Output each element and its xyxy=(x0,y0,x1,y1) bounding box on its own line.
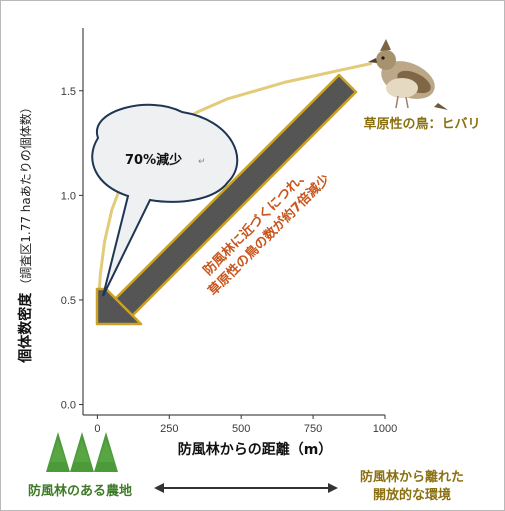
far-label-line1: 防風林から離れた xyxy=(360,469,464,485)
x-tick-label: 500 xyxy=(232,423,250,435)
y-axis-title-main: 個体数密度 xyxy=(17,292,34,364)
y-axis-title-group: 個体数密度（調査区1.77 haあたりの個体数） xyxy=(17,101,34,364)
x-axis-ticks: 0 250 500 750 1000 xyxy=(94,415,397,435)
double-arrow-icon xyxy=(154,483,338,493)
y-tick-label: 0.0 xyxy=(61,400,76,412)
speech-bubble xyxy=(91,103,239,297)
x-tick-label: 0 xyxy=(94,423,100,435)
x-axis-title: 防風林からの距離（m） xyxy=(178,441,333,458)
y-axis-title: 個体数密度（調査区1.77 haあたりの個体数） xyxy=(17,101,34,364)
tree-icon xyxy=(46,432,118,472)
bubble-text: 70%減少 xyxy=(125,152,182,168)
trend-arrow-head xyxy=(95,287,143,326)
skylark-bird-icon xyxy=(368,39,448,110)
bubble-return-mark: ↵ xyxy=(198,157,206,167)
x-tick-label: 250 xyxy=(160,423,178,435)
y-tick-label: 1.0 xyxy=(61,190,76,202)
y-axis-ticks: 0.0 0.5 1.0 1.5 xyxy=(61,86,83,412)
y-tick-label: 0.5 xyxy=(61,295,76,307)
bird-label: 草原性の鳥：ヒバリ xyxy=(363,116,480,132)
far-label-line2: 開放的な環境 xyxy=(373,487,451,503)
y-axis-title-sub: （調査区1.77 haあたりの個体数） xyxy=(18,101,33,291)
x-tick-label: 1000 xyxy=(373,423,397,435)
near-label: 防風林のある農地 xyxy=(28,483,132,499)
y-tick-label: 1.5 xyxy=(61,86,76,98)
x-tick-label: 750 xyxy=(304,423,322,435)
